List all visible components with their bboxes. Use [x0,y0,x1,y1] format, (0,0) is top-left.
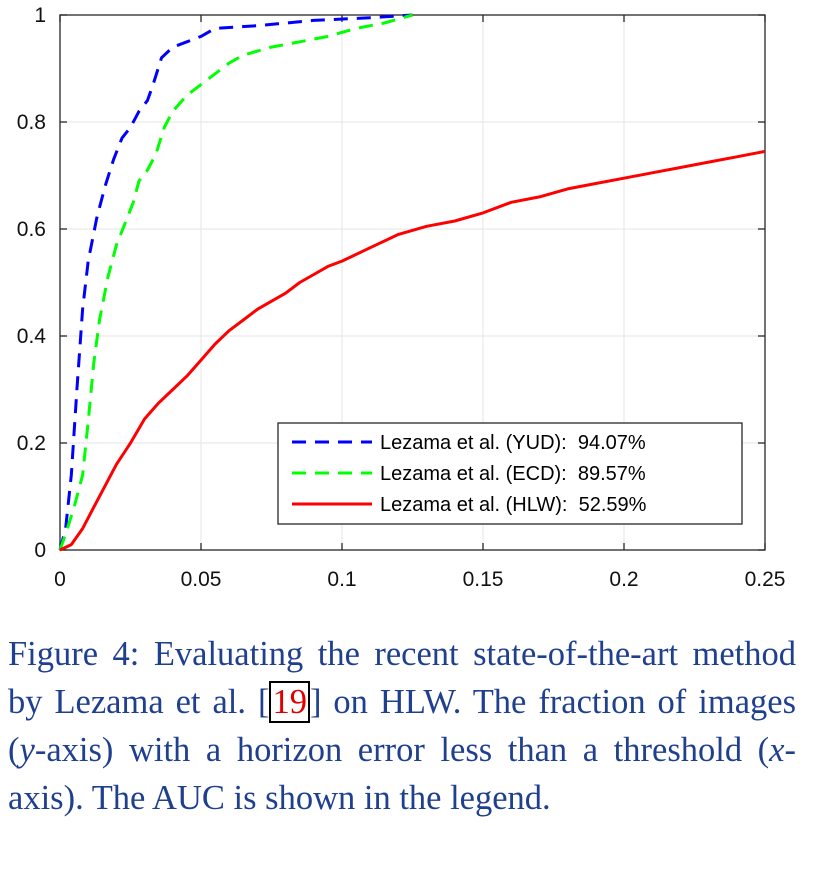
series-line-yud [58,13,413,551]
legend-box [277,422,743,525]
horizon-error-chart: 0 0.05 0.1 0.15 0.2 0.25 0 0.2 0.4 0.6 0.8 1 Lezama… [17,4,786,591]
legend-label-yud: Lezama et al. (YUD): 94.07% [380,432,646,454]
x-tick-label: 0 [54,568,66,591]
y-tick-label: 0.6 [17,218,46,241]
x-tick-label: 0.05 [181,568,222,591]
x-tick-label: 0.15 [463,568,504,591]
caption-mid: ] on HLW. The fraction of images ( [8,683,796,769]
legend-label-ecd: Lezama et al. (ECD): 89.57% [380,463,646,485]
axis-ticks: 0 0.05 0.1 0.15 0.2 0.25 0 0.2 0.4 0.6 0.8 1 [17,4,786,591]
x-tick-label: 0.25 [745,568,786,591]
caption-y-var: y [19,731,35,769]
legend: Lezama et al. (YUD): 94.07% Lezama et al… [277,422,743,525]
y-tick-label: 1 [34,4,46,27]
x-tick-label: 0.2 [609,568,638,591]
caption-x-var: x [769,731,785,769]
legend-label-hlw: Lezama et al. (HLW): 52.59% [380,494,647,516]
caption-tail: -axis). The AUC is shown in the legend. [8,731,796,817]
x-tick-label: 0.1 [327,568,356,591]
series-line-ecd [58,13,413,551]
y-tick-label: 0.8 [17,111,46,134]
caption-lead: Figure 4: Evaluating the recent state-of… [8,635,796,721]
y-tick-label: 0 [34,539,46,562]
y-tick-label: 0.4 [17,325,47,348]
y-tick-label: 0.2 [17,432,46,455]
citation-link[interactable]: 19 [269,681,310,723]
series-lines [58,13,766,552]
caption-mid2: -axis) with a horizon error less than a … [34,731,770,769]
figure-caption: Figure 4: Evaluating the recent state-of… [8,630,796,822]
series-line-hlw [59,149,766,552]
